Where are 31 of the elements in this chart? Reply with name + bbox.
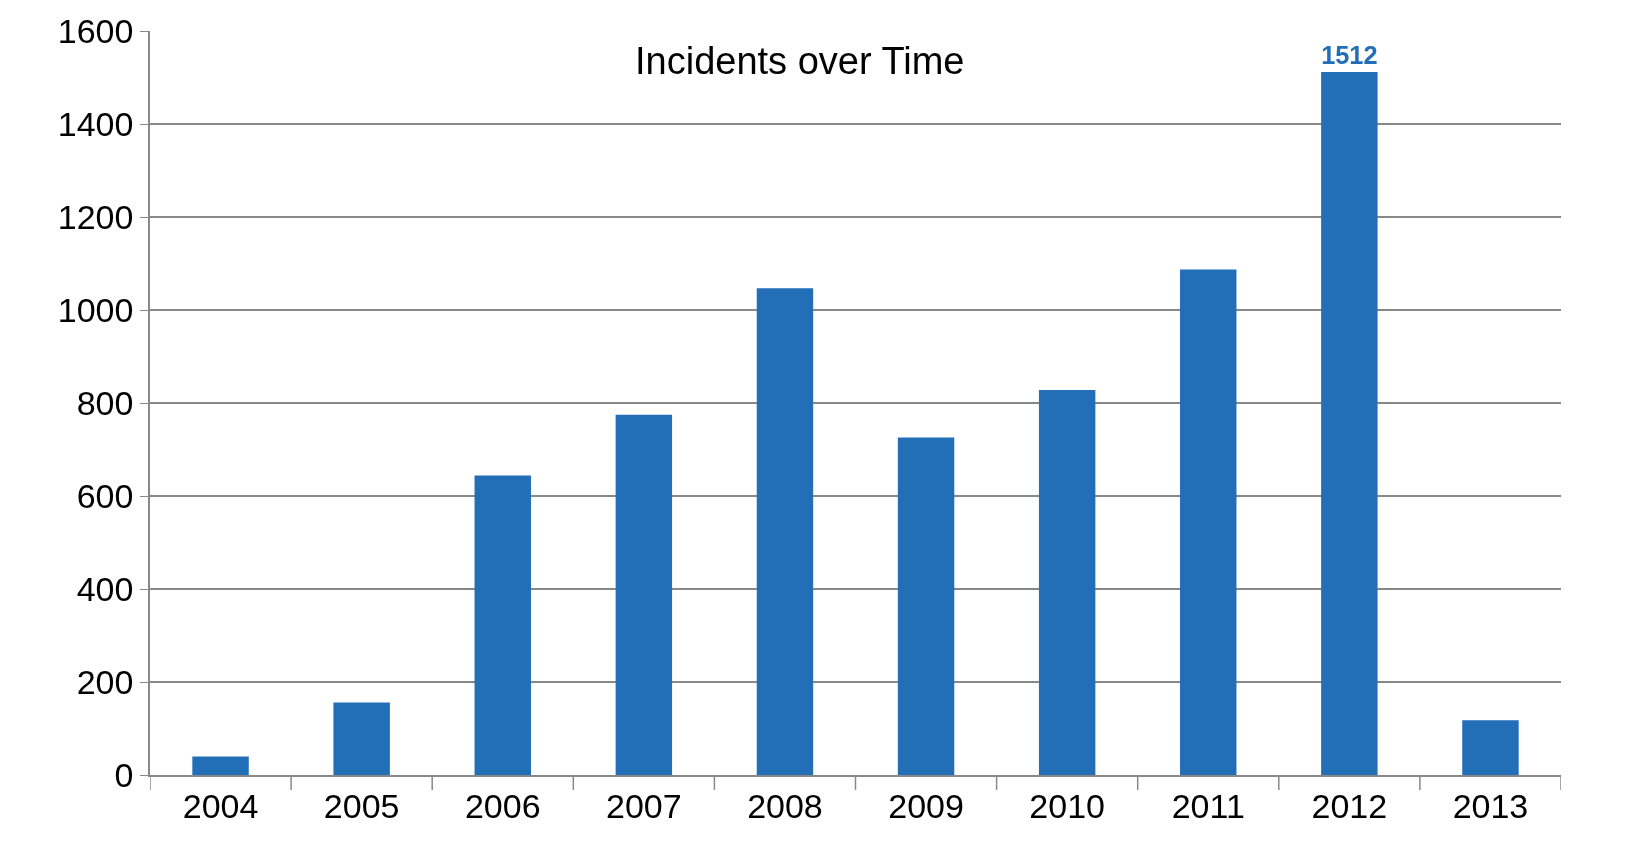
- y-tick-label: 800: [76, 383, 134, 422]
- x-tick-label: 2013: [1452, 786, 1529, 825]
- x-tick-label: 2006: [464, 786, 541, 825]
- data-label: 1512: [1321, 40, 1378, 69]
- x-tick-label: 2009: [888, 786, 964, 825]
- y-tick-label: 1600: [57, 11, 134, 50]
- bar: [1180, 269, 1237, 775]
- y-tick-label: 1400: [57, 104, 134, 143]
- chart-title: Incidents over Time: [635, 40, 965, 82]
- bar: [756, 288, 814, 775]
- y-tick-label: 600: [76, 476, 134, 515]
- x-tick-label: 2005: [323, 786, 400, 825]
- bar: [1038, 389, 1096, 775]
- y-tick-label: 400: [76, 569, 134, 608]
- y-tick-label: 200: [76, 662, 134, 701]
- x-tick-label: 2011: [1171, 786, 1245, 825]
- x-tick-label: 2008: [747, 786, 823, 825]
- x-tick-label: 2004: [182, 786, 259, 825]
- bar: [333, 702, 390, 775]
- y-tick-label: 0: [114, 755, 134, 794]
- x-tick-label: 2010: [1029, 786, 1105, 825]
- bar: [474, 475, 531, 775]
- x-tick-label: 2007: [606, 786, 682, 825]
- bar: [1462, 720, 1519, 775]
- bar: [192, 756, 249, 775]
- bar: [615, 414, 673, 775]
- bar: [897, 437, 955, 775]
- x-tick-label: 2012: [1311, 786, 1388, 825]
- y-tick-label: 1000: [57, 290, 134, 329]
- y-tick-label: 1200: [57, 197, 134, 236]
- bar: [1321, 71, 1378, 775]
